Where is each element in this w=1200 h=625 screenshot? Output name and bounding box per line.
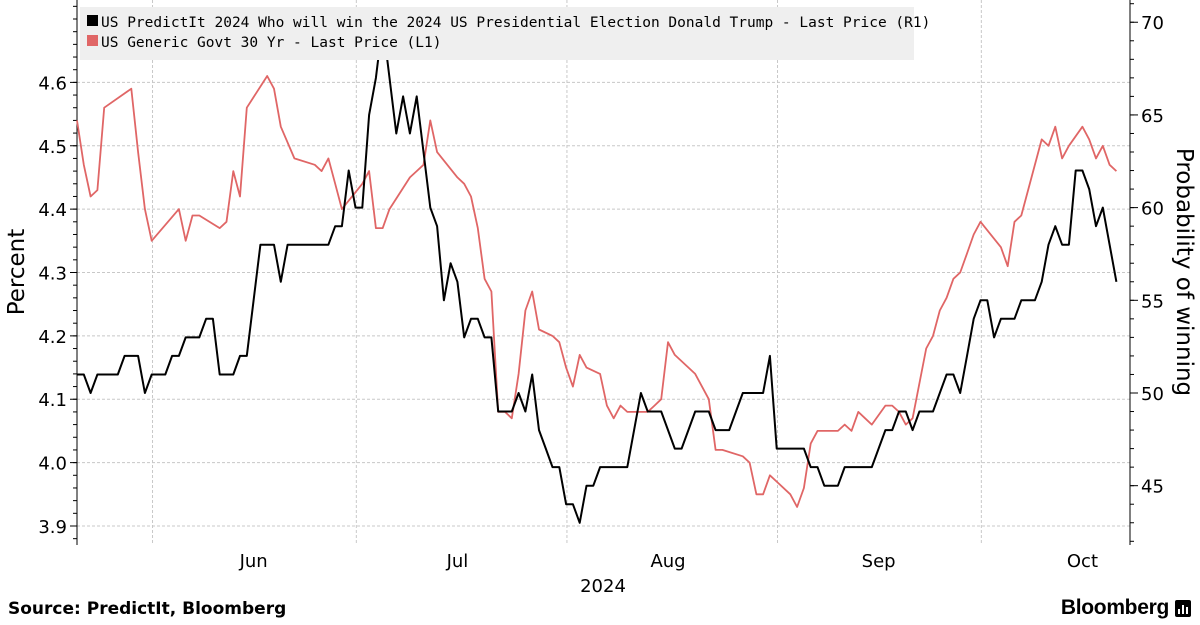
x-axis-year-label: 2024 bbox=[580, 576, 626, 597]
brand-wordmark: Bloomberg bbox=[1060, 596, 1169, 619]
left-tick-label: 4.4 bbox=[38, 200, 67, 221]
right-tick-label: 70 bbox=[1141, 13, 1164, 34]
right-tick-label: 65 bbox=[1141, 106, 1164, 127]
right-tick-label: 55 bbox=[1141, 291, 1164, 312]
legend-swatch-trump bbox=[87, 15, 98, 26]
legend-label-30yr: US Generic Govt 30 Yr - Last Price (L1) bbox=[101, 35, 441, 51]
bloomberg-logo: Bloomberg bbox=[1061, 596, 1191, 620]
left-axis-title: Percent bbox=[4, 229, 30, 316]
x-tick-label: Jun bbox=[239, 551, 268, 572]
right-tick-label: 50 bbox=[1141, 384, 1164, 405]
x-tick-label: Oct bbox=[1067, 551, 1098, 572]
legend-background bbox=[80, 7, 914, 60]
left-tick-label: 3.9 bbox=[38, 517, 67, 538]
legend-swatch-30yr bbox=[87, 35, 98, 46]
trump-odds-line bbox=[77, 21, 1118, 524]
left-tick-label: 4.3 bbox=[38, 264, 67, 285]
x-tick-label: Sep bbox=[862, 551, 896, 572]
treasury-30yr-line bbox=[76, 75, 1118, 508]
series-layer bbox=[76, 21, 1118, 524]
x-tick-label: Aug bbox=[650, 551, 685, 572]
grid-layer bbox=[77, 0, 1130, 545]
right-tick-label: 60 bbox=[1141, 199, 1164, 220]
left-tick-label: 4.2 bbox=[38, 327, 67, 348]
axis-layer: Percent Probability of winning 2024 3.9 4… bbox=[4, 0, 1197, 597]
left-tick-label: 4.1 bbox=[38, 390, 67, 411]
x-tick-label: Jul bbox=[446, 551, 469, 572]
bar-chart-icon bbox=[1175, 599, 1191, 617]
legend-label-trump: US PredictIt 2024 Who will win the 2024 … bbox=[101, 15, 930, 31]
source-note: Source: PredictIt, Bloomberg bbox=[8, 599, 287, 619]
left-tick-label: 4.6 bbox=[38, 73, 67, 94]
legend: US PredictIt 2024 Who will win the 2024 … bbox=[80, 7, 930, 60]
left-tick-label: 4.0 bbox=[38, 454, 67, 475]
left-tick-label: 4.5 bbox=[38, 137, 67, 158]
right-axis-title: Probability of winning bbox=[1171, 148, 1197, 396]
right-tick-label: 45 bbox=[1141, 477, 1164, 498]
